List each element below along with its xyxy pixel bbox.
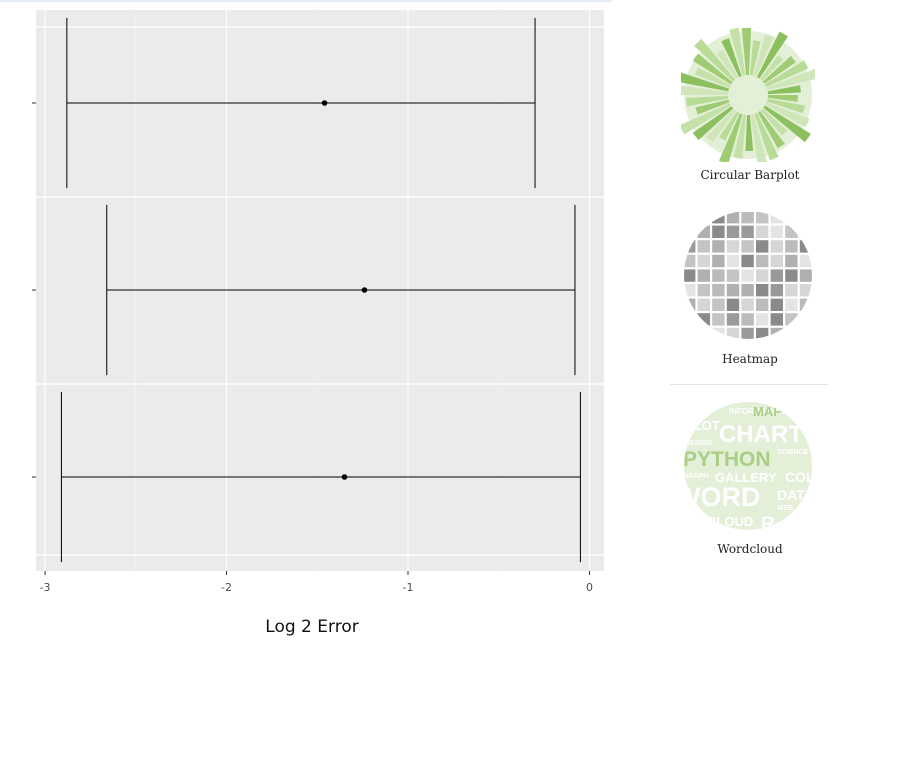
gallery-separator <box>670 384 828 385</box>
x-axis-title: Log 2 Error <box>265 617 358 637</box>
gallery-label-circular-barplot: Circular Barplot <box>700 168 800 182</box>
error-bars <box>60 17 581 563</box>
circular-barplot-icon <box>681 28 815 162</box>
gallery-card-circular-barplot[interactable]: Circular Barplot <box>670 28 830 188</box>
svg-text:CHART: CHART <box>719 421 803 448</box>
axis-ticks: -3 -2 -1 0 <box>32 102 593 594</box>
svg-text:WORD: WORD <box>681 482 760 512</box>
svg-text:INFORMATION: INFORMATION <box>729 407 785 416</box>
svg-text:COL: COL <box>785 469 815 485</box>
svg-text:GALLERY: GALLERY <box>715 470 777 485</box>
svg-text:R: R <box>761 514 775 535</box>
top-rule <box>0 0 612 2</box>
svg-text:MAP: MAP <box>753 404 782 419</box>
gallery-card-wordcloud[interactable]: INFORMATION MAP PLOT CHART DESIGN PYTHON SCIEN… <box>670 402 830 562</box>
svg-text:CLOUD: CLOUD <box>707 514 753 529</box>
point-estimate <box>321 100 328 106</box>
heatmap-icon <box>684 212 812 339</box>
gallery-label-wordcloud: Wordcloud <box>717 542 783 556</box>
svg-text:PLOT: PLOT <box>685 418 720 433</box>
x-tick-label: -1 <box>403 581 414 594</box>
svg-text:PYTHON: PYTHON <box>683 448 771 471</box>
svg-text:GRAPH: GRAPH <box>683 473 708 480</box>
gallery-card-heatmap[interactable]: Heatmap <box>670 212 830 372</box>
x-tick-label: 0 <box>586 581 593 594</box>
error-bar-chart: -3 -2 -1 0 Log 2 Error <box>32 10 604 637</box>
x-tick-label: -2 <box>221 581 232 594</box>
svg-text:DESIGN: DESIGN <box>685 440 712 447</box>
svg-text:WEB: WEB <box>777 505 793 512</box>
gallery-label-heatmap: Heatmap <box>722 352 778 366</box>
svg-text:DATA: DATA <box>777 487 814 503</box>
point-estimate <box>341 474 348 480</box>
x-tick-label: -3 <box>40 581 51 594</box>
svg-text:SCIENCE: SCIENCE <box>777 449 808 456</box>
point-estimate <box>361 287 368 293</box>
